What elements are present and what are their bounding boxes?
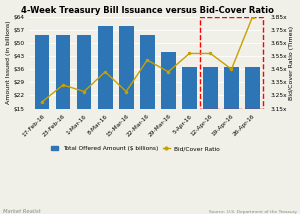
Bar <box>34 36 49 137</box>
Bar <box>200 17 263 108</box>
Bar <box>77 36 92 137</box>
Text: Market Realist: Market Realist <box>3 209 40 214</box>
Legend: Total Offered Amount ($ billions), Bid/Cover Ratio: Total Offered Amount ($ billions), Bid/C… <box>49 144 222 153</box>
Bar <box>56 36 70 137</box>
Bar <box>224 67 239 137</box>
Y-axis label: Bid/Cover Ratio (Times): Bid/Cover Ratio (Times) <box>290 26 294 100</box>
Title: 4-Week Treasury Bill Issuance versus Bid-Cover Ratio: 4-Week Treasury Bill Issuance versus Bid… <box>21 6 274 15</box>
Bar <box>119 26 134 137</box>
Bar <box>140 36 154 137</box>
Bar <box>203 67 218 137</box>
Bar <box>98 26 112 137</box>
Y-axis label: Amount Issued (in billions): Amount Issued (in billions) <box>6 21 10 104</box>
Text: Source: U.S. Department of the Treasury: Source: U.S. Department of the Treasury <box>209 210 297 214</box>
Bar <box>161 52 176 137</box>
Bar <box>182 67 197 137</box>
Bar <box>245 67 260 137</box>
